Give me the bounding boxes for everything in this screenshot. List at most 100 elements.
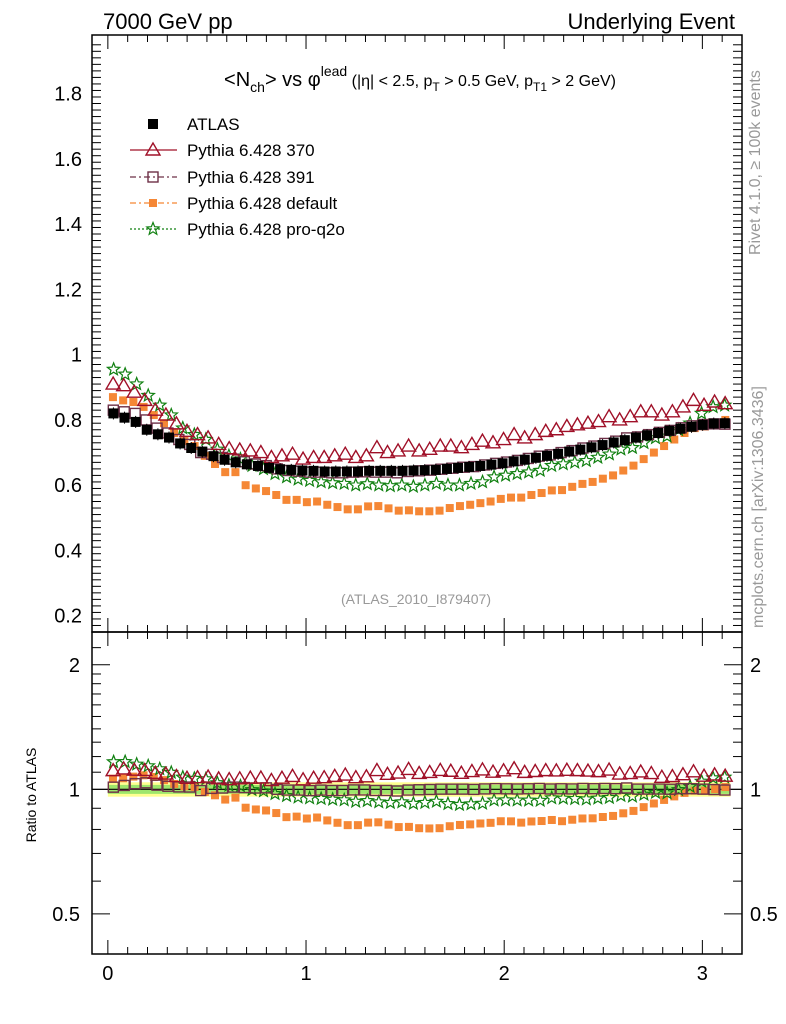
pdefault-ratio-point bbox=[251, 805, 260, 814]
rivet-label: Rivet 4.1.0, ≥ 100k events bbox=[747, 70, 764, 255]
pq2o-point bbox=[347, 477, 364, 492]
p370-point bbox=[157, 406, 175, 421]
analysis-watermark: (ATLAS_2010_I879407) bbox=[341, 591, 491, 607]
p370-point bbox=[643, 403, 660, 418]
atlas-point bbox=[330, 466, 341, 477]
p370-ratio-point bbox=[537, 762, 554, 777]
p370-ratio-point bbox=[263, 772, 280, 787]
y-tick-label: 1.2 bbox=[54, 279, 82, 301]
pq2o-ratio-point bbox=[532, 792, 548, 808]
pq2o-ratio-point bbox=[601, 789, 618, 805]
pdefault-point bbox=[476, 499, 485, 508]
p391-ratio-point bbox=[107, 781, 120, 793]
plot-title: <Nch> vs φlead (|η| < 2.5, pT > 0.5 GeV,… bbox=[224, 63, 616, 95]
pdefault-ratio-point bbox=[670, 792, 679, 801]
p391-ratio-point bbox=[140, 777, 152, 789]
p370-point bbox=[147, 401, 164, 416]
pdefault-ratio-point bbox=[435, 824, 444, 833]
pq2o-point bbox=[324, 474, 341, 490]
pq2o-ratio-point bbox=[394, 793, 410, 809]
p391-ratio-point bbox=[588, 783, 600, 795]
pdefault-point bbox=[455, 502, 464, 511]
ratio-series-group bbox=[104, 753, 734, 833]
p370-ratio-point bbox=[231, 770, 248, 785]
pq2o-point bbox=[186, 426, 203, 442]
pdefault-point bbox=[466, 500, 475, 509]
p391-ratio-point bbox=[184, 781, 196, 793]
p370-ratio-point bbox=[600, 761, 618, 776]
ratio-tick-label: 0.5 bbox=[52, 904, 80, 926]
pdefault-point bbox=[609, 471, 618, 480]
x-tick-label: 2 bbox=[499, 963, 510, 985]
pdefault-ratio-point bbox=[558, 817, 567, 826]
pq2o-point bbox=[382, 477, 399, 493]
atlas-point bbox=[186, 443, 197, 454]
p391-ratio-point bbox=[424, 783, 436, 796]
p391-ratio-point bbox=[697, 783, 709, 795]
pq2o-point bbox=[486, 468, 502, 484]
p370-ratio-point bbox=[621, 765, 639, 780]
pdefault-point bbox=[527, 490, 536, 499]
pdefault-ratio-point bbox=[445, 822, 454, 831]
pdefault-ratio-point bbox=[302, 814, 311, 823]
p370-point bbox=[178, 422, 196, 438]
p391-ratio-point bbox=[719, 784, 731, 796]
p370-point bbox=[104, 375, 122, 390]
pq2o-ratio-point bbox=[255, 782, 272, 798]
p370-ratio-point bbox=[432, 762, 449, 777]
ratio-ylabel: Ratio to ATLAS bbox=[23, 748, 39, 843]
p391-ratio-point bbox=[522, 783, 535, 795]
pq2o-ratio-point bbox=[590, 790, 606, 805]
atlas-point bbox=[297, 465, 308, 476]
p391-ratio-point bbox=[326, 784, 338, 797]
atlas-point bbox=[241, 459, 252, 470]
p370-point bbox=[220, 440, 238, 455]
p370-point bbox=[231, 441, 248, 456]
pdefault-ratio-point bbox=[517, 818, 526, 827]
pdefault-ratio-point bbox=[496, 817, 505, 826]
pdefault-point bbox=[343, 505, 352, 514]
p370-point bbox=[653, 406, 671, 421]
pq2o-ratio-point bbox=[313, 790, 329, 806]
pdefault-point bbox=[323, 500, 332, 509]
pdefault-point bbox=[302, 498, 311, 507]
atlas-point bbox=[597, 440, 608, 451]
pdefault-point bbox=[384, 504, 393, 513]
pdefault-point bbox=[537, 489, 546, 498]
pq2o-ratio-point bbox=[474, 795, 491, 811]
pdefault-ratio-point bbox=[353, 821, 362, 830]
p370-ratio-point bbox=[337, 766, 354, 781]
p370-point bbox=[600, 408, 618, 423]
pdefault-ratio-point bbox=[476, 819, 485, 828]
p370-point bbox=[548, 421, 565, 436]
p391-ratio-point bbox=[642, 783, 655, 795]
atlas-point bbox=[686, 421, 697, 432]
pq2o-point bbox=[428, 475, 445, 491]
pdefault-point bbox=[251, 484, 260, 493]
title-phi: φ bbox=[308, 69, 321, 91]
atlas-point bbox=[163, 432, 174, 443]
atlas-point bbox=[108, 408, 119, 419]
p370-point bbox=[115, 377, 132, 392]
pdefault-ratio-point bbox=[384, 820, 393, 829]
pdefault-point bbox=[629, 461, 638, 470]
pq2o-point bbox=[474, 473, 491, 489]
y-tick-label: 0.4 bbox=[54, 540, 82, 562]
atlas-point bbox=[608, 437, 619, 448]
p370-point bbox=[611, 411, 628, 426]
legend-label-pq2o: Pythia 6.428 pro-q2o bbox=[187, 220, 345, 239]
y-tick-label: 1.6 bbox=[54, 149, 82, 171]
p370-point bbox=[273, 447, 291, 462]
p370-point bbox=[210, 436, 227, 451]
p391-ratio-point bbox=[358, 784, 371, 796]
legend-marker-p370 bbox=[144, 141, 162, 156]
pq2o-point bbox=[451, 477, 468, 492]
pdefault-ratio-point bbox=[108, 774, 117, 783]
p370-ratio-point bbox=[516, 763, 533, 779]
atlas-point bbox=[497, 458, 508, 469]
legend-label-atlas: ATLAS bbox=[187, 115, 240, 134]
p370-point bbox=[695, 396, 713, 411]
pdefault-point bbox=[374, 502, 383, 511]
atlas-point bbox=[653, 428, 664, 438]
pdefault-point bbox=[619, 466, 628, 475]
